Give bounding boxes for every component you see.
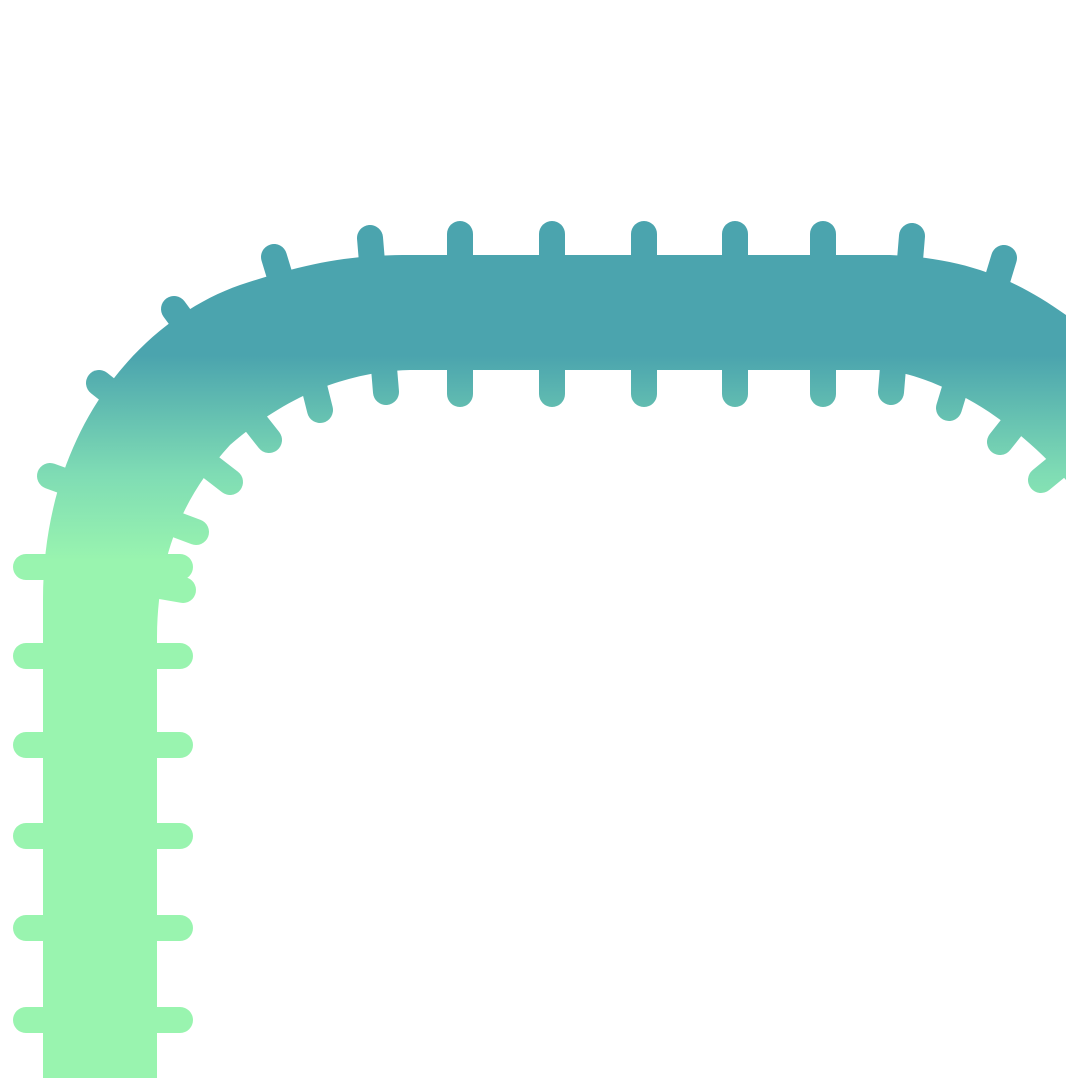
track-tie — [984, 245, 1017, 294]
track-shape — [13, 221, 1066, 1078]
track-tie — [159, 510, 209, 545]
track-tie — [357, 225, 385, 275]
track-tie — [86, 370, 131, 411]
track-tie — [878, 355, 906, 405]
track-tie — [301, 373, 333, 423]
track-tie — [987, 410, 1028, 455]
track-tie — [161, 296, 201, 341]
track-tie — [147, 573, 196, 603]
track-ties — [13, 221, 1066, 1033]
track-tie — [241, 408, 282, 453]
track-tie — [936, 372, 969, 421]
track-tie — [195, 452, 243, 495]
track-band — [43, 255, 1066, 1078]
track-tie — [1028, 453, 1066, 493]
track-tie — [371, 355, 399, 405]
track-tie — [37, 463, 85, 497]
track-tie — [897, 223, 925, 273]
track-tie — [261, 244, 294, 293]
